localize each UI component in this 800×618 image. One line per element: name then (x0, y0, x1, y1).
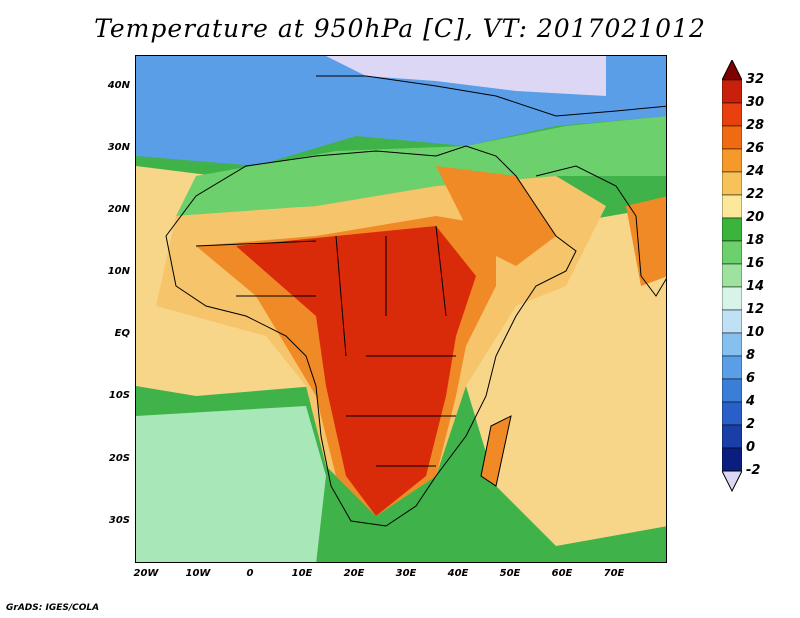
map-canvas (136, 56, 666, 562)
lon-label: 20W (133, 568, 159, 579)
colorbar-label: 24 (746, 164, 765, 179)
colorbar-segment (722, 79, 742, 104)
lat-label: 40N (107, 80, 130, 91)
colorbar-label: 16 (746, 256, 765, 271)
lat-label: 30S (108, 515, 130, 526)
colorbar (722, 60, 742, 493)
lat-label: 20S (108, 453, 130, 464)
colorbar-segment (722, 263, 742, 288)
colorbar-segment (722, 355, 742, 380)
colorbar-label: 18 (746, 233, 765, 248)
temperature-map (135, 55, 667, 563)
colorbar-label: 22 (746, 187, 765, 202)
lat-label: 10S (108, 390, 130, 401)
lat-label: EQ (114, 328, 130, 339)
lat-label: 30N (107, 142, 130, 153)
lon-label: 20E (343, 568, 365, 579)
colorbar-segment (722, 171, 742, 196)
colorbar-bottom-arrow (722, 470, 742, 493)
credit-text: GrADS: IGES/COLA (6, 603, 100, 613)
colorbar-segment (722, 378, 742, 403)
colorbar-label: 12 (746, 302, 765, 317)
lon-label: 10W (185, 568, 211, 579)
green-band-field (176, 116, 666, 216)
chart-title: Temperature at 950hPa [C], VT: 201702101… (94, 14, 706, 43)
colorbar-segment (722, 447, 742, 472)
colorbar-label: 4 (746, 394, 756, 409)
colorbar-top-arrow (722, 60, 742, 81)
lon-label: 0 (246, 568, 254, 579)
colorbar-segment (722, 148, 742, 173)
south-pale-green-field (136, 406, 326, 562)
madagascar-field (481, 416, 511, 486)
colorbar-label: 30 (746, 95, 765, 110)
hot-core-field (236, 226, 476, 516)
colorbar-label: 8 (746, 348, 756, 363)
lon-label: 40E (447, 568, 469, 579)
colorbar-segment (722, 401, 742, 426)
colorbar-segment (722, 194, 742, 219)
colorbar-label: 26 (746, 141, 765, 156)
lon-label: 60E (551, 568, 573, 579)
lon-label: 50E (499, 568, 521, 579)
colorbar-segment (722, 424, 742, 449)
lat-label: 10N (107, 266, 130, 277)
lat-label: 20N (107, 204, 130, 215)
colorbar-label: 2 (746, 417, 756, 432)
colorbar-label: 14 (746, 279, 765, 294)
lon-label: 30E (395, 568, 417, 579)
coastlines (165, 75, 666, 527)
colorbar-label: 32 (746, 72, 765, 87)
colorbar-label: 6 (746, 371, 756, 386)
colorbar-label: 20 (746, 210, 765, 225)
colorbar-segment (722, 332, 742, 357)
colorbar-segment (722, 309, 742, 334)
lon-label: 70E (603, 568, 625, 579)
very-cold-field (326, 56, 606, 96)
colorbar-segment (722, 286, 742, 311)
colorbar-segment (722, 240, 742, 265)
lon-label: 10E (291, 568, 313, 579)
colorbar-label: 10 (746, 325, 765, 340)
colorbar-label: 28 (746, 118, 765, 133)
colorbar-segment (722, 217, 742, 242)
colorbar-label: -2 (746, 463, 761, 478)
colorbar-segment (722, 102, 742, 127)
colorbar-label: 0 (746, 440, 756, 455)
colorbar-segment (722, 125, 742, 150)
